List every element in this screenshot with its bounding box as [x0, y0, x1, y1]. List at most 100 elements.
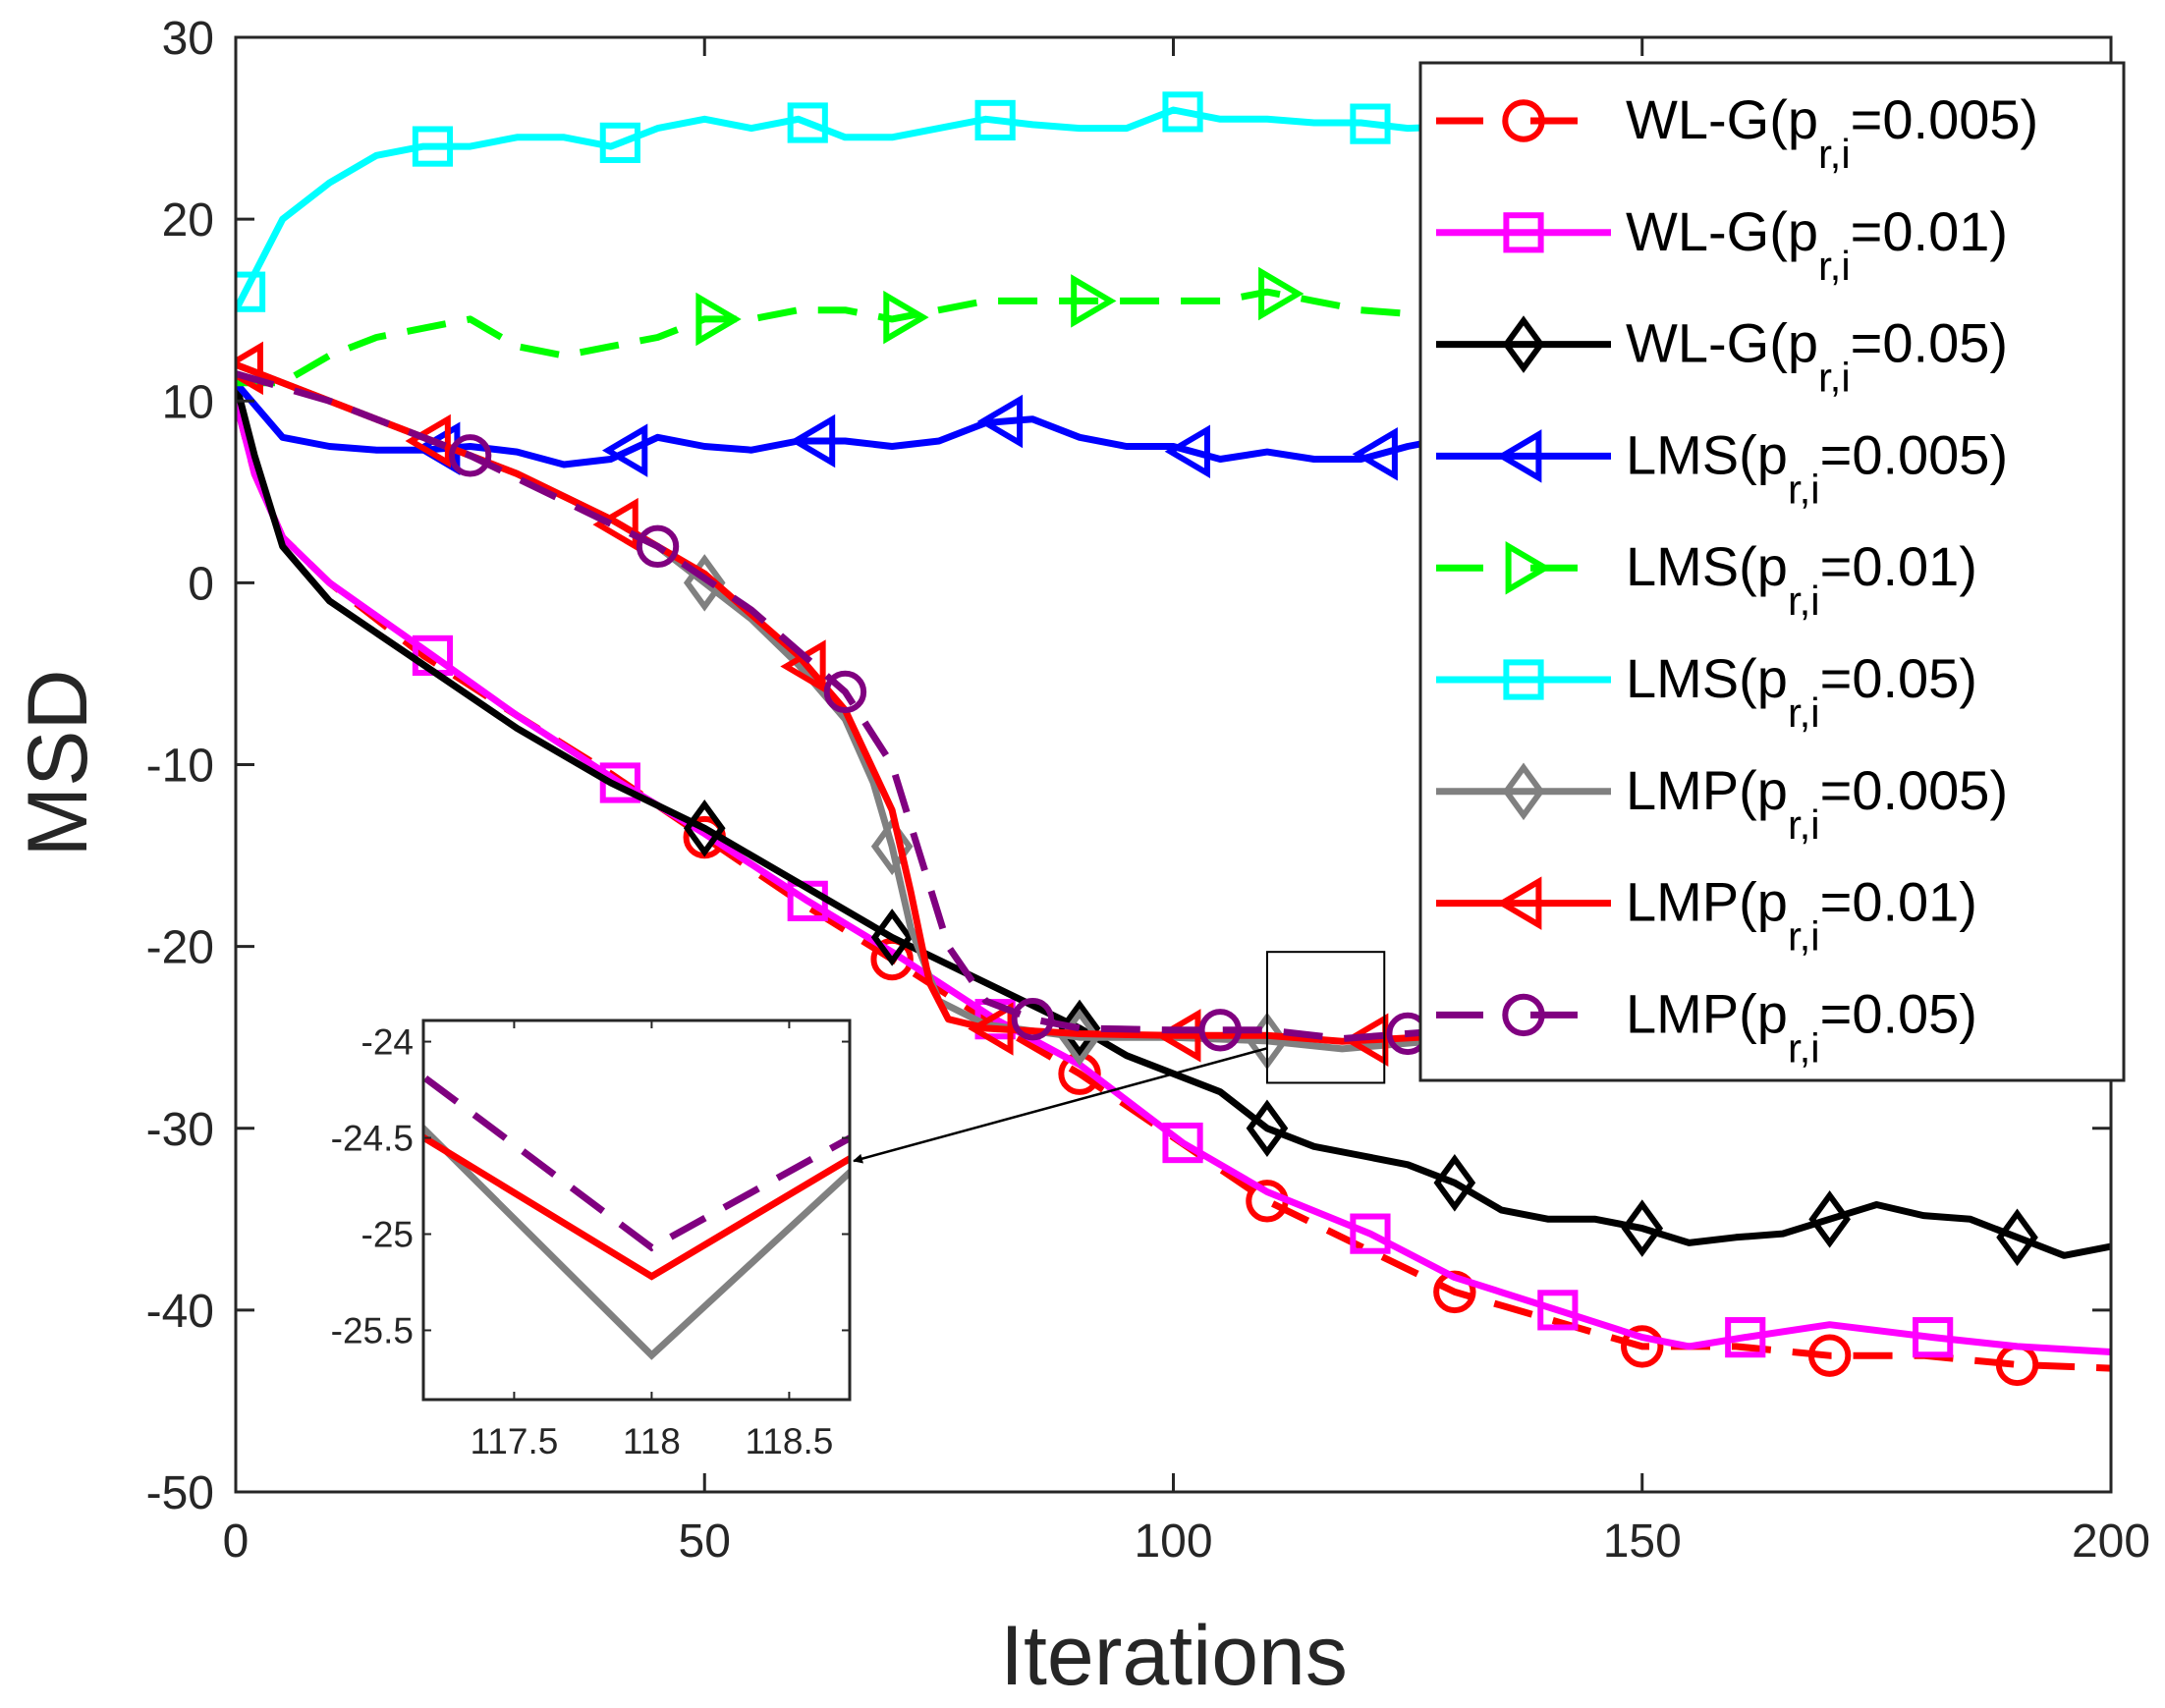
marker-circle-lmp05 [448, 434, 492, 477]
x-tick-label: 50 [679, 1515, 731, 1568]
legend-label-subscript: r,i [1818, 131, 1851, 177]
legend-label: LMS(pr,i=0.005) [1626, 423, 2008, 512]
marker-diamond-wlg05 [1058, 999, 1101, 1058]
inset-y-tick-label: -25.5 [331, 1310, 414, 1350]
legend-marker-diamond [1502, 315, 1545, 373]
marker-circle-wlg005 [1621, 1325, 1664, 1368]
y-tick-label: -10 [146, 741, 214, 793]
series-line-lmp01 [236, 360, 2111, 1045]
marker-triangle-left-lmp01 [592, 497, 638, 552]
series-line-wlg005 [236, 400, 2111, 1372]
marker-square-lms05 [787, 102, 828, 143]
legend-label-tail: =0.005) [1820, 423, 2009, 485]
y-tick-label: -40 [146, 1286, 214, 1338]
legend-marker-circle [1502, 99, 1545, 142]
inset-x-tick-label: 118 [623, 1421, 681, 1461]
inset-y-tick-label: -25 [361, 1214, 414, 1254]
marker-triangle-left-lms005 [789, 413, 836, 468]
marker-circle-wlg005 [1807, 1334, 1852, 1377]
marker-diamond-wlg05 [1808, 1190, 1851, 1248]
legend-marker-triangle-right [1505, 540, 1551, 595]
legend-label: WL-G(pr,i=0.05) [1626, 312, 2008, 401]
legend-label-main: WL-G(p [1626, 312, 1818, 374]
marker-diamond-wlg05 [1621, 1199, 1664, 1257]
legend-marker-square [1503, 659, 1544, 700]
legend-label-tail: =0.005) [1851, 88, 2039, 150]
marker-triangle-left-lmp01 [968, 1002, 1014, 1056]
marker-diamond-wlg05 [1433, 1153, 1476, 1212]
marker-diamond-wlg05 [1246, 1099, 1289, 1158]
inset-y-tick-label: -24.5 [331, 1119, 414, 1159]
marker-square-wlg01 [1350, 1213, 1391, 1254]
series-line-lms05 [236, 106, 2111, 312]
legend-entry-wlg005: WL-G(pr,i=0.005) [1436, 88, 2038, 177]
legend-label-subscript: r,i [1788, 1024, 1820, 1071]
marker-diamond-wlg05 [870, 909, 914, 966]
marker-circle-lmp05 [636, 524, 680, 569]
legend-entry-wlg05: WL-G(pr,i=0.05) [1436, 312, 2008, 401]
marker-triangle-right-lms01 [695, 292, 742, 347]
legend-label-tail: =0.005) [1820, 759, 2009, 821]
legend-label: LMS(pr,i=0.01) [1626, 535, 1977, 624]
legend-label-subscript: r,i [1788, 801, 1820, 848]
legend-label-tail: =0.05) [1820, 982, 1977, 1044]
legend-label-subscript: r,i [1788, 913, 1820, 960]
legend-label-tail: =0.01) [1851, 200, 2008, 262]
marker-triangle-left-lms005 [976, 394, 1024, 449]
legend-label-main: LMS(p [1626, 423, 1788, 485]
legend-label: LMP(pr,i=0.01) [1626, 871, 1977, 960]
y-tick-label: 10 [162, 376, 214, 428]
x-tick-label: 0 [223, 1515, 250, 1568]
x-tick-label: 150 [1603, 1515, 1682, 1568]
legend-label-main: LMP(p [1626, 871, 1788, 933]
marker-triangle-right-lms01 [883, 290, 929, 345]
legend-label-tail: =0.01) [1820, 535, 1977, 597]
y-tick-label: 0 [188, 558, 214, 610]
legend-marker-circle [1502, 993, 1545, 1037]
marker-square-lms05 [1162, 91, 1203, 133]
legend-entry-lms01: LMS(pr,i=0.01) [1436, 535, 1977, 624]
legend-label-main: WL-G(p [1626, 88, 1818, 150]
legend-entry-lmp005: LMP(pr,i=0.005) [1436, 759, 2008, 848]
marker-square-wlg01 [1537, 1290, 1579, 1331]
legend-label: LMP(pr,i=0.05) [1626, 982, 1977, 1071]
y-axis-label: MSD [11, 669, 105, 856]
marker-triangle-right-lms01 [1071, 274, 1117, 328]
x-tick-label: 100 [1134, 1515, 1212, 1568]
inset-y-tick-label: -24 [361, 1022, 414, 1063]
legend-entry-lms05: LMS(pr,i=0.05) [1436, 647, 1977, 736]
marker-square-lms05 [1350, 103, 1391, 144]
inset-plot: 117.5 118 118.5 -24 -24.5 -25 -25.5 [331, 1019, 852, 1461]
marker-circle-lmp05 [1198, 1009, 1242, 1052]
legend-label-subscript: r,i [1788, 689, 1820, 736]
zoom-annotation [853, 951, 1386, 1164]
y-tick-label: -30 [146, 1104, 214, 1156]
marker-square-wlg01 [599, 762, 640, 803]
legend-label-subscript: r,i [1788, 578, 1820, 624]
marker-circle-lmp05 [823, 670, 867, 714]
legend-label-tail: =0.05) [1851, 312, 2008, 374]
marker-diamond-wlg05 [683, 799, 726, 857]
legend-label-main: LMP(p [1626, 982, 1788, 1044]
legend-label: LMS(pr,i=0.05) [1626, 647, 1977, 736]
axes: 0 50 100 150 200 -50 -40 -30 -20 -10 0 10 20 30 [146, 13, 2150, 1568]
legend-marker-diamond [1502, 762, 1545, 821]
series-line-wlg05 [236, 381, 2111, 1259]
legend-label-subscript: r,i [1818, 355, 1851, 401]
marker-square-lms05 [599, 122, 640, 163]
marker-triangle-right-lms01 [1258, 266, 1305, 321]
inset-line-lmp05 [423, 1072, 850, 1252]
legend: WL-G(pr,i=0.005)WL-G(pr,i=0.01)WL-G(pr,i… [1418, 61, 2126, 1082]
legend-label-tail: =0.01) [1820, 871, 1977, 933]
marker-triangle-left-lmp01 [1155, 1009, 1201, 1063]
x-tick-label: 200 [2072, 1515, 2150, 1568]
legend-label: WL-G(pr,i=0.01) [1626, 200, 2008, 289]
marker-triangle-left-lms005 [601, 423, 648, 477]
legend-entry-wlg01: WL-G(pr,i=0.01) [1436, 200, 2008, 289]
inset-line-lmp01 [423, 1132, 850, 1281]
series-wlg05 [236, 381, 2111, 1267]
y-tick-label: 20 [162, 194, 214, 247]
legend-label: WL-G(pr,i=0.005) [1626, 88, 2038, 177]
zoom-box [1265, 951, 1386, 1084]
